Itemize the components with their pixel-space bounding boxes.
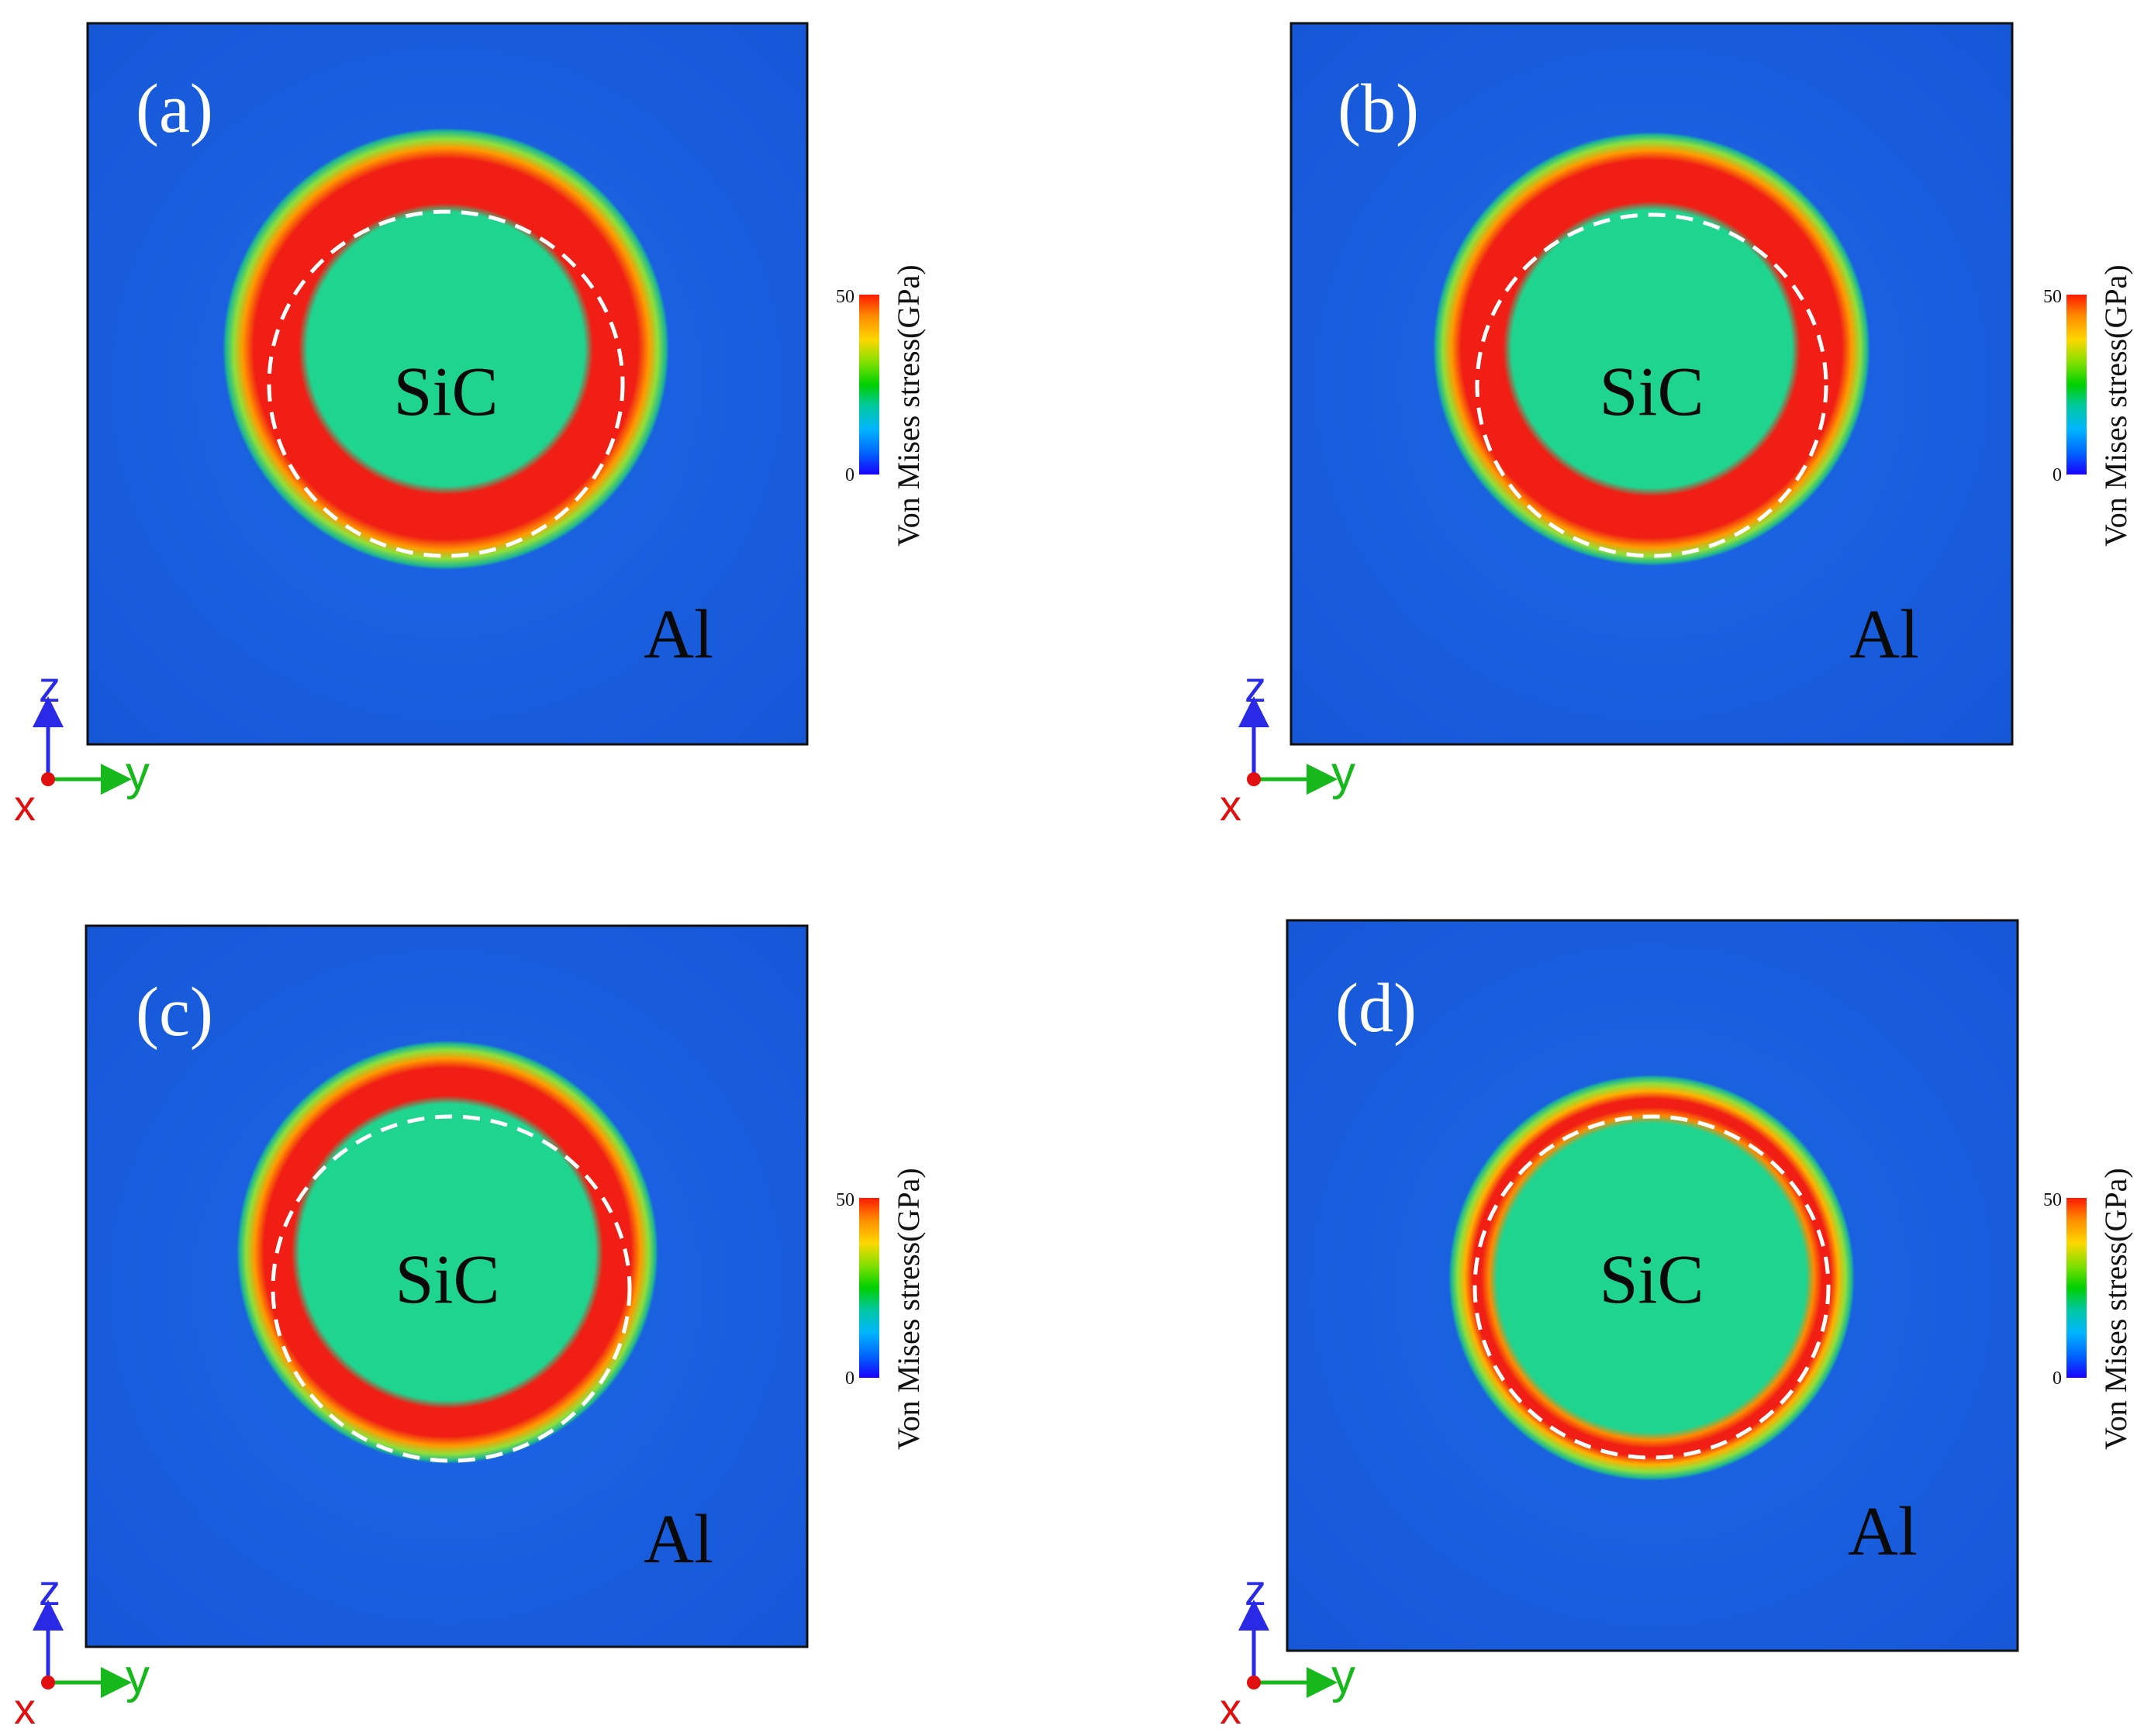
colorbar-a: 50 0 Von Mises stress(GPa) <box>836 264 926 547</box>
panel-b-al-label: Al <box>1849 596 1919 673</box>
panel-b-interface-dashed-circle <box>1475 212 1828 558</box>
panel-b-label: (b) <box>1338 71 1419 147</box>
panel-d-label: (d) <box>1335 970 1417 1047</box>
x-axis-dot <box>1247 772 1261 786</box>
y-axis-label: y <box>126 1650 150 1703</box>
colorbar-d-gradient <box>2066 1198 2087 1378</box>
panel-b-sic-label: SiC <box>1599 354 1704 430</box>
colorbar-b-max: 50 <box>2043 287 2062 307</box>
colorbar-c-min: 0 <box>845 1368 854 1389</box>
z-axis-label: z <box>39 662 60 711</box>
axis-triad-a: z y x <box>14 662 150 830</box>
panel-d-al-label: Al <box>1848 1493 1918 1570</box>
x-axis-label: x <box>1220 781 1241 830</box>
panel-a-interface-dashed-circle <box>267 209 625 558</box>
colorbar-d-max: 50 <box>2043 1190 2062 1210</box>
panel-c-label: (c) <box>136 974 213 1051</box>
axis-triad-c: z y x <box>14 1565 150 1733</box>
colorbar-b-title: Von Mises stress(GPa) <box>2098 264 2133 547</box>
z-axis-label: z <box>1245 662 1266 711</box>
colorbar-b-min: 0 <box>2053 465 2062 485</box>
panel-c-interface-dashed-circle <box>271 1114 632 1463</box>
panel-c: (c) SiC Al <box>85 924 809 1648</box>
panel-a-stress-ring <box>223 128 669 570</box>
colorbar-c-title: Von Mises stress(GPa) <box>891 1168 926 1450</box>
colorbar-c-max: 50 <box>836 1190 854 1210</box>
panel-d-stress-ring <box>1448 1075 1855 1481</box>
x-axis-dot <box>41 772 55 786</box>
colorbar-d-title: Von Mises stress(GPa) <box>2098 1168 2133 1450</box>
axis-triad-b: z y x <box>1220 662 1355 830</box>
y-axis-label: y <box>1331 1650 1355 1703</box>
y-axis-label: y <box>1331 747 1355 800</box>
x-axis-dot <box>41 1676 55 1689</box>
panel-c-sic-label: SiC <box>395 1241 499 1318</box>
x-axis-dot <box>1247 1676 1261 1689</box>
colorbar-c-gradient <box>859 1198 879 1378</box>
x-axis-label: x <box>14 1684 36 1733</box>
panel-b: (b) SiC Al <box>1290 22 2014 746</box>
panel-b-stress-ring <box>1433 132 1870 566</box>
panel-a-label: (a) <box>136 71 213 147</box>
x-axis-label: x <box>1220 1684 1241 1733</box>
colorbar-c: 50 0 Von Mises stress(GPa) <box>836 1168 926 1450</box>
colorbar-b: 50 0 Von Mises stress(GPa) <box>2043 264 2133 547</box>
colorbar-a-min: 0 <box>845 465 854 485</box>
panel-a-sic-label: SiC <box>393 354 498 430</box>
z-axis-label: z <box>1245 1565 1266 1614</box>
panel-a-al-label: Al <box>644 596 713 673</box>
panel-d-sic-label: SiC <box>1599 1241 1704 1318</box>
panel-d: (d) SiC Al <box>1286 919 2019 1652</box>
axis-triad-d: z y x <box>1220 1565 1355 1733</box>
colorbar-a-gradient <box>859 295 879 475</box>
y-axis-label: y <box>126 747 150 800</box>
panel-c-al-label: Al <box>644 1501 713 1578</box>
colorbar-a-max: 50 <box>836 287 854 307</box>
panel-d-interface-dashed-circle <box>1472 1114 1831 1460</box>
colorbar-d: 50 0 Von Mises stress(GPa) <box>2043 1168 2133 1450</box>
colorbar-b-gradient <box>2066 295 2087 475</box>
colorbar-a-title: Von Mises stress(GPa) <box>891 264 926 547</box>
z-axis-label: z <box>39 1565 60 1614</box>
x-axis-label: x <box>14 781 36 830</box>
panel-a: (a) SiC Al <box>86 22 809 746</box>
colorbar-d-min: 0 <box>2053 1368 2062 1389</box>
